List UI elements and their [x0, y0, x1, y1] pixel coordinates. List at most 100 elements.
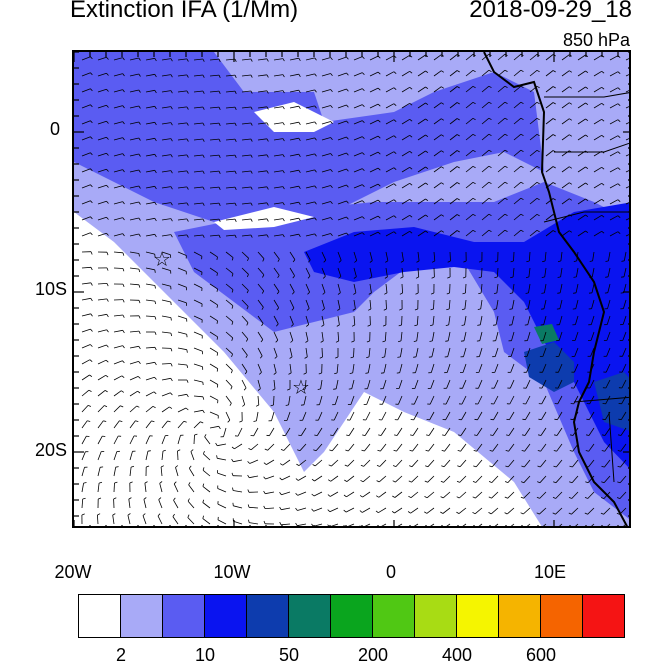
wind-barb: [273, 267, 280, 276]
wind-barb: [225, 202, 236, 205]
wind-barb: [412, 443, 419, 452]
wind-barb: [113, 201, 123, 205]
wind-barb-flag: [520, 481, 525, 484]
wind-barb-flag: [472, 101, 476, 105]
wind-barb: [241, 170, 251, 173]
wind-barb-flag: [505, 450, 509, 452]
wind-barb: [353, 104, 363, 109]
wind-barb: [145, 121, 155, 125]
wind-barb: [621, 379, 627, 389]
wind-barb-flag: [430, 308, 434, 311]
colorbar-label: 50: [278, 645, 300, 665]
wind-barb-flag: [393, 135, 397, 139]
wind-barb: [480, 283, 483, 294]
wind-barb-flag: [170, 234, 173, 238]
wind-barb: [209, 411, 219, 416]
wind-barb: [561, 150, 570, 157]
wind-barb: [128, 499, 131, 509]
wind-barb-flag: [601, 465, 605, 468]
wind-barb: [321, 153, 331, 157]
wind-barb: [430, 363, 435, 373]
wind-barb: [305, 267, 311, 277]
wind-barb: [289, 201, 299, 205]
wind-barb: [113, 233, 123, 237]
wind-barb-flag: [234, 202, 237, 206]
wind-barb: [113, 153, 123, 157]
wind-barb: [334, 395, 339, 405]
wind-barb: [337, 88, 347, 93]
wind-barb-flag: [154, 170, 157, 174]
wind-barb: [209, 138, 220, 141]
wind-barb: [193, 234, 203, 237]
wind-barb-flag: [243, 387, 247, 391]
wind-barb-flag: [552, 86, 556, 89]
wind-barb: [113, 267, 124, 269]
wind-barb-flag: [154, 269, 156, 273]
wind-barb-flag: [138, 315, 141, 319]
wind-barb-flag: [557, 276, 561, 278]
wind-barb: [353, 168, 363, 173]
wind-barb: [305, 57, 315, 61]
wind-barb: [529, 197, 538, 205]
wind-barb-flag: [504, 149, 508, 152]
wind-barb: [241, 90, 251, 93]
wind-barb-flag: [135, 420, 139, 422]
wind-barb-flag: [263, 476, 266, 480]
wind-barb-flag: [362, 136, 365, 139]
wind-barb-flag: [263, 490, 266, 494]
wind-barb-flag: [407, 511, 411, 514]
wind-barb: [337, 104, 347, 109]
wind-barb: [513, 181, 522, 189]
wind-barb-flag: [504, 496, 508, 499]
wind-barb: [321, 347, 323, 358]
colorbar-swatch: [79, 595, 121, 637]
wind-barb-flag: [536, 101, 540, 105]
wind-barb: [369, 87, 379, 93]
wind-barb: [433, 134, 442, 141]
wind-barb-flag: [573, 292, 577, 294]
wind-barb: [257, 218, 267, 221]
wind-barb-flag: [569, 70, 573, 73]
wind-barb-flag: [89, 359, 93, 363]
wind-barb: [623, 299, 627, 309]
wind-barb: [560, 267, 563, 277]
wind-barb-flag: [276, 307, 280, 311]
wind-barb: [481, 213, 490, 221]
wind-barb-flag: [122, 314, 125, 318]
wind-barb: [113, 89, 123, 93]
wind-barb: [233, 520, 243, 525]
wind-barb-flag: [231, 337, 234, 341]
wind-barb: [449, 182, 458, 189]
wind-barb-flag: [158, 497, 162, 500]
star-marker: ☆: [292, 377, 310, 399]
wind-barb-flag: [585, 118, 589, 122]
wind-barb: [273, 218, 283, 221]
wind-barb: [241, 122, 251, 125]
wind-barb-flag: [425, 230, 429, 234]
wind-barb: [113, 435, 119, 445]
wind-barb: [461, 395, 467, 405]
wind-barb: [187, 517, 195, 525]
wind-barb-flag: [457, 465, 461, 468]
wind-barb: [204, 436, 211, 445]
wind-barb: [193, 434, 195, 445]
wind-barb-flag: [344, 464, 348, 467]
wind-barb-flag: [330, 137, 333, 141]
wind-barb-flag: [472, 69, 476, 73]
wind-barb: [623, 523, 627, 526]
wind-barb-flag: [186, 394, 189, 398]
wind-barb: [396, 443, 403, 452]
wind-barb-flag: [329, 449, 333, 452]
wind-barb-flag: [106, 267, 109, 271]
wind-barb-flag: [250, 202, 253, 206]
wind-barb-flag: [122, 121, 125, 125]
wind-barb-flag: [186, 364, 189, 369]
wind-barb-flag: [384, 292, 388, 295]
wind-barb-flag: [601, 166, 605, 170]
wind-barb-flag: [260, 339, 264, 343]
wind-barb-flag: [425, 134, 429, 138]
wind-barb-flag: [617, 215, 621, 219]
wind-barb: [529, 149, 538, 157]
wind-barb: [509, 411, 515, 420]
wind-barb: [593, 182, 602, 189]
